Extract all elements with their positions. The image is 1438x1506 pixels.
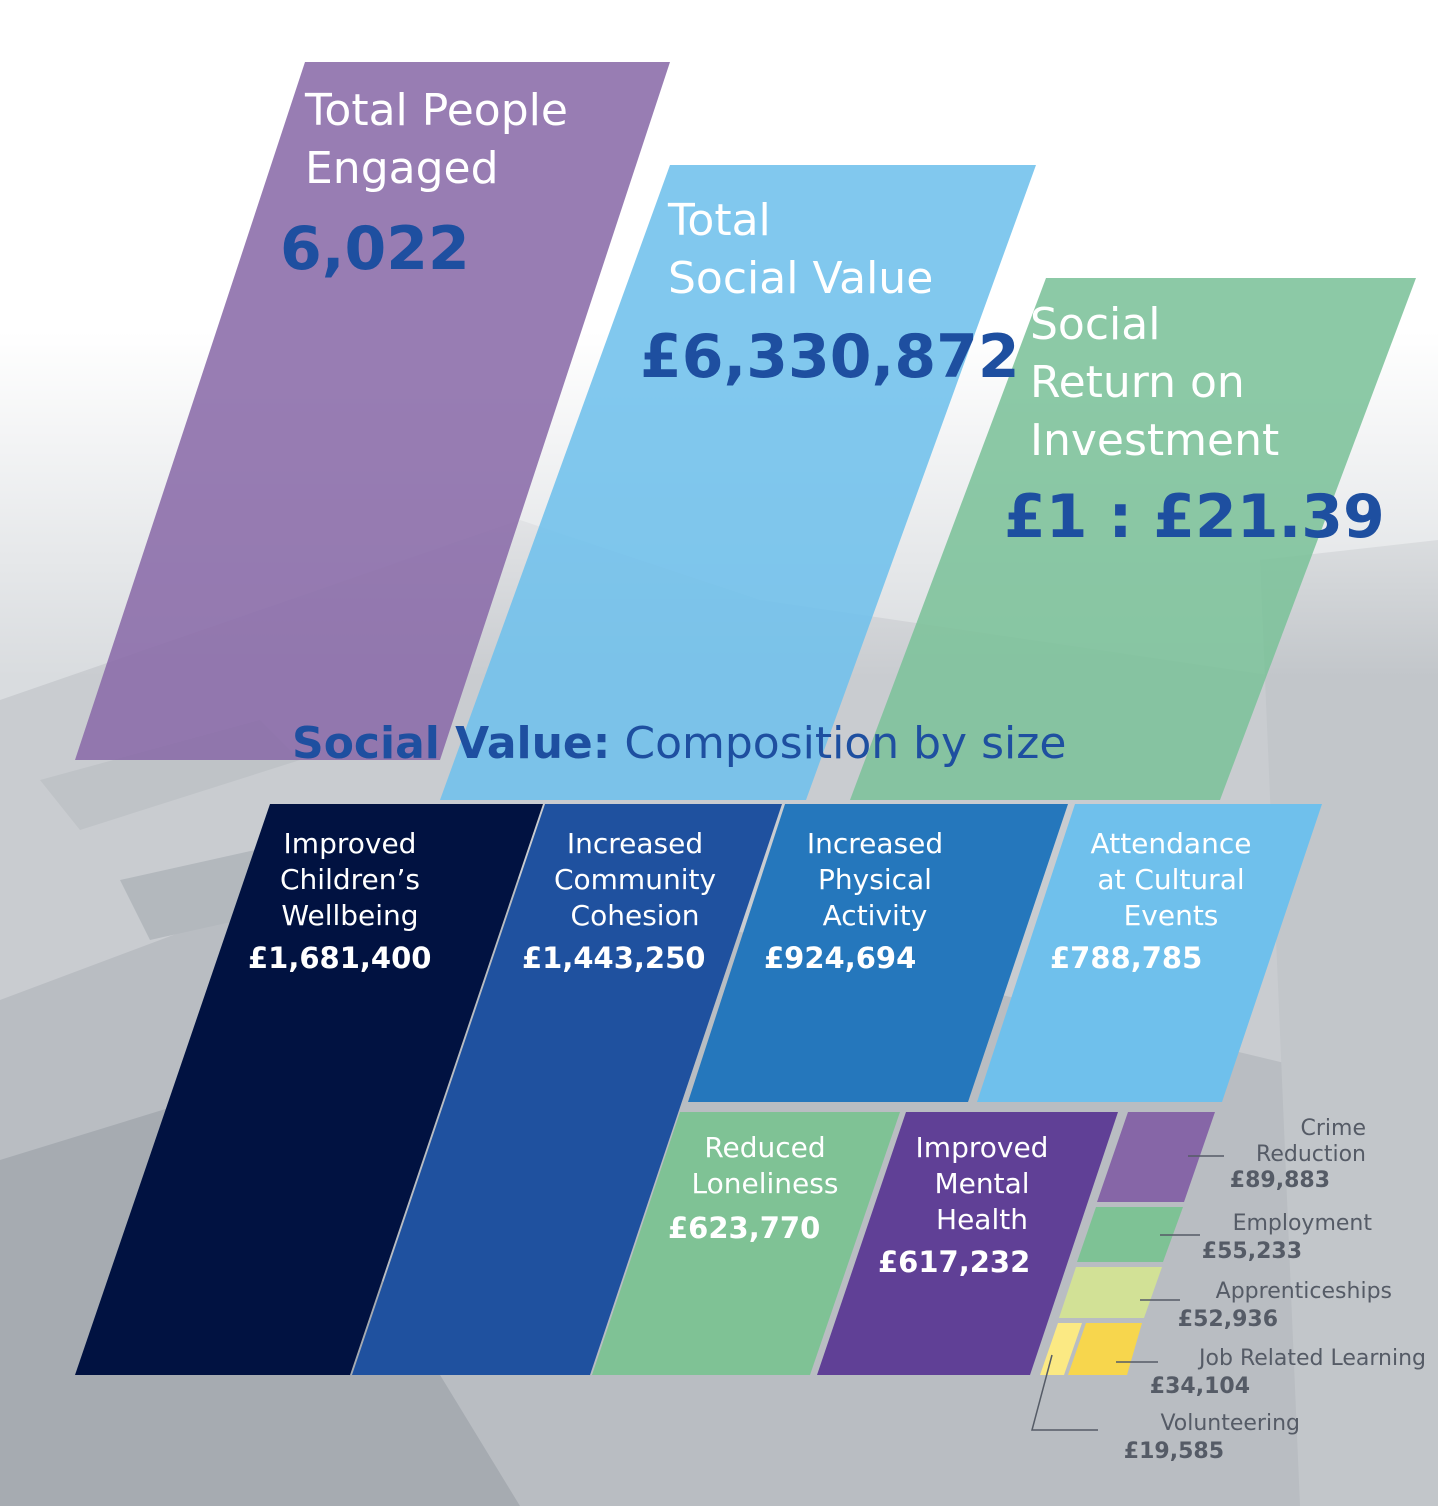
kpi-panel-social-value	[440, 165, 1036, 800]
kpi-sroi-label: Social Return on Investment	[1030, 299, 1280, 466]
bar-crime-reduction	[1097, 1112, 1215, 1202]
bar-reduced-loneliness	[592, 1112, 900, 1375]
kpi-people-value: 6,022	[280, 214, 470, 284]
cat-label-mental-health: Improved Mental Health	[915, 1131, 1049, 1236]
bar-employment	[1077, 1207, 1183, 1262]
kpi-social-value-value: £6,330,872	[640, 322, 1020, 392]
cat-label-crime-reduction: Crime Reduction	[1256, 1116, 1366, 1167]
bar-mental-health	[817, 1112, 1118, 1375]
cat-value-reduced-loneliness: £623,770	[668, 1211, 821, 1245]
bar-cultural-events	[977, 804, 1322, 1102]
composition-title-rest: Composition by size	[624, 718, 1067, 769]
cat-value-employment: £55,233	[1201, 1239, 1302, 1264]
cat-label-physical-activity: Increased Physical Activity	[806, 827, 944, 932]
kpi-sroi-value: £1 : £21.39	[1004, 482, 1385, 552]
cat-label-cultural-events: Attendance at Cultural Events	[1090, 827, 1252, 932]
composition-title: Social Value: Composition by size	[292, 718, 1066, 769]
cat-label-volunteering: Volunteering	[1160, 1411, 1300, 1436]
cat-value-job-related-learning: £34,104	[1149, 1374, 1250, 1399]
bar-community-cohesion	[352, 804, 782, 1375]
cat-value-volunteering: £19,585	[1123, 1439, 1224, 1464]
composition-treemap	[75, 804, 1322, 1375]
cat-label-community-cohesion: Increased Community Cohesion	[553, 827, 717, 932]
kpi-people-label: Total People Engaged	[305, 85, 568, 194]
cat-label-childrens-wellbeing: Improved Children’s Wellbeing	[280, 827, 420, 932]
bar-childrens-wellbeing	[75, 804, 543, 1375]
cat-value-cultural-events: £788,785	[1050, 941, 1203, 975]
cat-value-community-cohesion: £1,443,250	[522, 941, 706, 975]
kpi-social-value-label: Total Social Value	[668, 195, 934, 304]
cat-label-employment: Employment	[1232, 1211, 1372, 1236]
bar-apprenticeships	[1059, 1267, 1162, 1318]
kpi-panels	[75, 62, 1416, 800]
kpi-panel-people	[75, 62, 670, 760]
cat-label-reduced-loneliness: Reduced Loneliness	[691, 1131, 839, 1200]
cat-value-childrens-wellbeing: £1,681,400	[248, 941, 432, 975]
cat-value-apprenticeships: £52,936	[1177, 1307, 1278, 1332]
kpi-panel-sroi	[850, 278, 1416, 800]
cat-value-mental-health: £617,232	[878, 1245, 1031, 1279]
leader-volunteering	[1031, 1354, 1098, 1431]
cat-label-job-related-learning: Job Related Learning	[1199, 1346, 1426, 1371]
cat-value-crime-reduction: £89,883	[1229, 1168, 1330, 1193]
composition-title-bold: Social Value:	[292, 718, 611, 769]
bar-physical-activity	[688, 804, 1068, 1102]
cat-label-apprenticeships: Apprenticeships	[1215, 1279, 1392, 1304]
cat-value-physical-activity: £924,694	[764, 941, 917, 975]
leader-lines	[1031, 1155, 1224, 1431]
